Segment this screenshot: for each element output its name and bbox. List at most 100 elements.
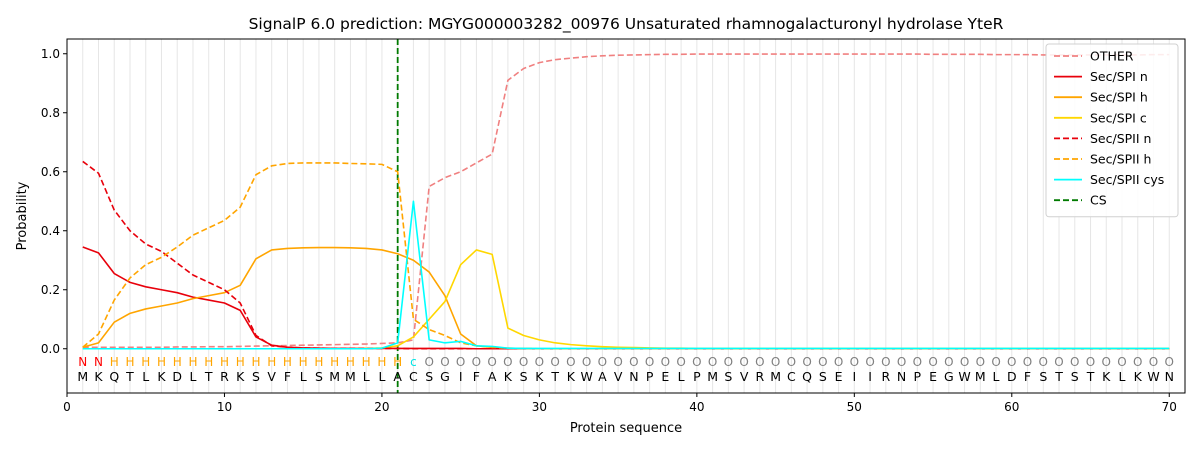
residue-label: L [363, 369, 370, 384]
legend-label: Sec/SPI n [1090, 69, 1148, 84]
residue-label: V [740, 369, 749, 384]
residue-label: A [393, 369, 402, 384]
x-tick-label: 10 [217, 400, 232, 414]
region-label: O [1133, 355, 1142, 369]
legend-label: OTHER [1090, 49, 1134, 64]
residue-label: P [693, 369, 701, 384]
region-label: H [110, 355, 119, 369]
residue-label: S [724, 369, 732, 384]
region-label: O [1007, 355, 1016, 369]
y-tick-label: 0.0 [41, 342, 60, 356]
region-label: O [802, 355, 811, 369]
residue-label: L [378, 369, 385, 384]
residue-label: W [958, 369, 970, 384]
region-label: O [424, 355, 433, 369]
region-label: H [220, 355, 229, 369]
region-label: H [141, 355, 150, 369]
series-layer [82, 53, 1170, 350]
region-label: O [535, 355, 544, 369]
region-label: H [267, 355, 276, 369]
residue-label: T [550, 369, 559, 384]
region-label: O [708, 355, 717, 369]
grid-layer [82, 39, 1186, 393]
residue-label: Q [802, 369, 812, 384]
residue-label: K [1134, 369, 1143, 384]
y-axis-label: Probability [15, 181, 30, 250]
residue-label: S [425, 369, 433, 384]
region-label: H [173, 355, 182, 369]
residue-label: L [1119, 369, 1126, 384]
residue-label: K [157, 369, 166, 384]
region-label: O [913, 355, 922, 369]
residue-label: P [914, 369, 922, 384]
residue-label: I [459, 369, 463, 384]
region-label: O [1039, 355, 1048, 369]
region-label: N [94, 355, 103, 369]
region-label: O [1054, 355, 1063, 369]
region-label: H [188, 355, 197, 369]
region-label: H [299, 355, 308, 369]
residue-label: E [835, 369, 843, 384]
residue-label: L [189, 369, 196, 384]
legend-label: Sec/SPII cys [1090, 172, 1164, 187]
residue-label: M [770, 369, 781, 384]
legend-label: Sec/SPI h [1090, 90, 1148, 105]
region-label: O [1102, 355, 1111, 369]
y-tick-label: 1.0 [41, 47, 60, 61]
region-label: H [125, 355, 134, 369]
residue-label: G [944, 369, 954, 384]
region-label: O [881, 355, 890, 369]
residue-label: I [852, 369, 856, 384]
y-tick-label: 0.2 [41, 283, 60, 297]
legend-label: Sec/SPII n [1090, 131, 1151, 146]
residue-label: V [267, 369, 276, 384]
series-line-sec-spii-n [82, 160, 1170, 350]
region-label: O [440, 355, 449, 369]
region-label: c [410, 355, 417, 369]
residue-label: F [1024, 369, 1031, 384]
residue-label: T [204, 369, 213, 384]
region-label: H [157, 355, 166, 369]
residue-label: K [535, 369, 544, 384]
region-label: O [771, 355, 780, 369]
region-label: O [472, 355, 481, 369]
region-label: O [991, 355, 1000, 369]
chart-title: SignalP 6.0 prediction: MGYG000003282_00… [249, 15, 1004, 34]
region-label: H [314, 355, 323, 369]
region-label: O [928, 355, 937, 369]
region-label: H [236, 355, 245, 369]
x-tick-label: 20 [374, 400, 389, 414]
region-label: O [613, 355, 622, 369]
region-label: O [1149, 355, 1158, 369]
residue-label: M [345, 369, 356, 384]
residue-label: C [409, 369, 418, 384]
region-label: O [487, 355, 496, 369]
residue-label: T [1086, 369, 1095, 384]
region-label: O [582, 355, 591, 369]
residue-label: K [1102, 369, 1111, 384]
x-tick-label: 60 [1004, 400, 1019, 414]
region-label: O [739, 355, 748, 369]
residue-label: W [1147, 369, 1159, 384]
residue-label: S [819, 369, 827, 384]
y-axis-ticks: 0.0 0.2 0.4 0.6 0.8 1.0 [41, 47, 67, 356]
y-tick-label: 0.6 [41, 165, 60, 179]
residue-label: T [1054, 369, 1063, 384]
region-label: H [283, 355, 292, 369]
residue-label: K [94, 369, 103, 384]
residue-label: F [473, 369, 480, 384]
region-label: O [960, 355, 969, 369]
residue-label: P [646, 369, 654, 384]
residue-label: S [1071, 369, 1079, 384]
region-label: O [1165, 355, 1174, 369]
y-tick-label: 0.4 [41, 224, 60, 238]
x-axis-ticks: 0 10 20 30 40 50 60 70 [63, 393, 1177, 414]
region-label: O [755, 355, 764, 369]
residue-label: S [520, 369, 528, 384]
residue-label: G [440, 369, 450, 384]
region-label: O [629, 355, 638, 369]
x-axis-label: Protein sequence [570, 421, 682, 436]
residue-label: N [897, 369, 906, 384]
